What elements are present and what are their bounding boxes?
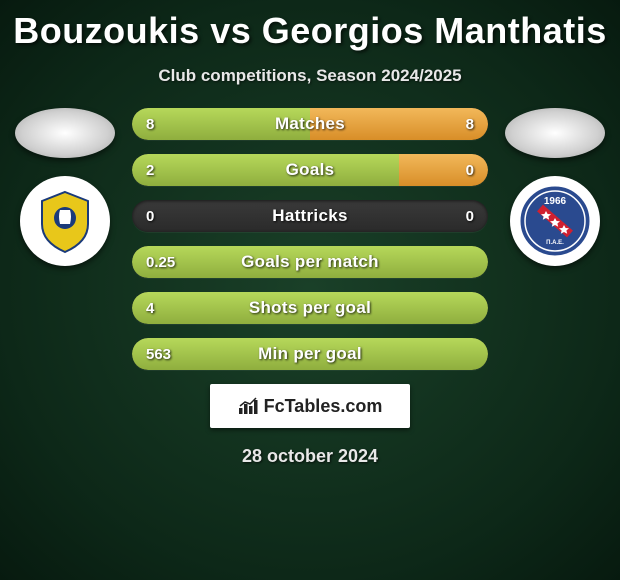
left-club-icon (30, 186, 100, 256)
left-side (10, 108, 120, 266)
stat-label: Min per goal (132, 338, 488, 370)
right-player-avatar (505, 108, 605, 158)
stat-row: Hattricks0 0 (132, 200, 488, 232)
stat-row: Shots per goal4 (132, 292, 488, 324)
stat-right-value: 8 (466, 108, 474, 140)
stat-right-value: 0 (466, 200, 474, 232)
stat-row: Goals per match0.25 (132, 246, 488, 278)
brand-label: FcTables.com (238, 396, 383, 417)
date-label: 28 october 2024 (0, 446, 620, 467)
stat-right-value: 0 (466, 154, 474, 186)
stat-left-value: 0 (146, 200, 154, 232)
stat-row: Min per goal563 (132, 338, 488, 370)
stat-row: Goals2 0 (132, 154, 488, 186)
svg-text:Π.Α.Ε.: Π.Α.Ε. (546, 240, 564, 246)
stat-left-value: 0.25 (146, 246, 175, 278)
right-club-icon: 1966 Π.Α.Ε. (516, 182, 594, 260)
stat-label: Matches (132, 108, 488, 140)
stat-row: Matches8 8 (132, 108, 488, 140)
stat-left-value: 563 (146, 338, 171, 370)
page-subtitle: Club competitions, Season 2024/2025 (0, 66, 620, 86)
stat-left-value: 8 (146, 108, 154, 140)
stat-left-value: 2 (146, 154, 154, 186)
right-club-badge: 1966 Π.Α.Ε. (510, 176, 600, 266)
stat-bars: Matches88Goals20Hattricks00Goals per mat… (120, 108, 500, 370)
page-title: Bouzoukis vs Georgios Manthatis (0, 0, 620, 52)
comparison-layout: Matches88Goals20Hattricks00Goals per mat… (0, 108, 620, 370)
brand-badge[interactable]: FcTables.com (210, 384, 410, 428)
right-side: 1966 Π.Α.Ε. (500, 108, 610, 266)
brand-chart-icon (238, 397, 260, 415)
svg-text:1966: 1966 (544, 196, 567, 207)
stat-label: Hattricks (132, 200, 488, 232)
stat-left-value: 4 (146, 292, 154, 324)
stat-label: Shots per goal (132, 292, 488, 324)
stat-label: Goals (132, 154, 488, 186)
left-club-badge (20, 176, 110, 266)
stat-label: Goals per match (132, 246, 488, 278)
left-player-avatar (15, 108, 115, 158)
